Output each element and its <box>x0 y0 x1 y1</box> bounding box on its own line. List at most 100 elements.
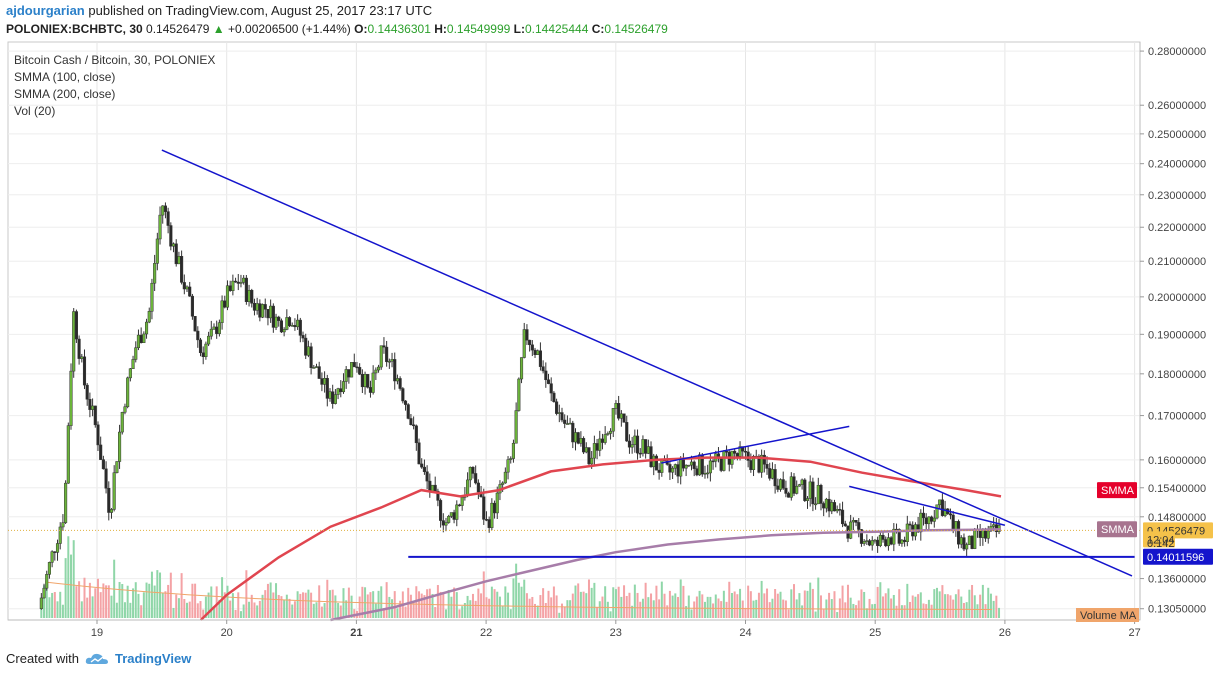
y-tick-label: 0.23000000 <box>1148 190 1206 202</box>
smma200-line <box>330 527 1002 622</box>
candle-up <box>171 243 176 247</box>
candle-down <box>644 439 648 454</box>
volume-bar <box>614 589 617 618</box>
candle-down <box>600 438 605 443</box>
volume-bar <box>258 600 261 618</box>
candle-up <box>220 300 224 323</box>
candle-up <box>371 372 375 393</box>
volume-bar <box>369 592 372 618</box>
candle-down <box>827 498 831 512</box>
candle-down <box>406 404 410 419</box>
y-tick-label: 0.18000000 <box>1148 369 1206 381</box>
volume-bar <box>245 570 248 618</box>
volume-bar <box>906 583 909 618</box>
volume-bar <box>938 591 941 618</box>
volume-bar <box>466 595 469 618</box>
candle-down <box>867 540 872 546</box>
volume-bar <box>80 601 83 618</box>
volume-bar <box>226 585 229 618</box>
candle-down <box>884 539 888 547</box>
volume-ma-label: Volume MA <box>1080 610 1137 622</box>
footer-brand-link[interactable]: TradingView <box>114 651 192 666</box>
volume-bar <box>331 589 334 618</box>
candle-down <box>266 309 270 319</box>
volume-bar <box>164 591 167 618</box>
volume-bar <box>790 589 793 618</box>
volume-ma-badge <box>1076 608 1139 622</box>
volume-bar <box>504 586 507 618</box>
volume-bar <box>617 586 620 618</box>
candle-up <box>158 214 162 240</box>
volume-bar <box>836 612 839 618</box>
candle-down <box>331 391 335 404</box>
candle-down <box>88 399 92 410</box>
volume-bar <box>107 585 110 618</box>
volume-bar <box>725 601 728 618</box>
volume-bar <box>644 582 647 618</box>
candle-down <box>617 403 621 419</box>
candle-down <box>571 422 575 443</box>
volume-bar <box>517 582 520 618</box>
volume-bar <box>809 582 812 618</box>
volume-bar <box>186 602 189 618</box>
volume-bar <box>604 586 607 618</box>
volume-bar <box>650 593 653 618</box>
candle-down <box>436 490 440 501</box>
candle-up <box>118 431 122 462</box>
volume-bar <box>118 581 121 618</box>
candle-down <box>317 366 321 379</box>
candle-up <box>795 485 799 494</box>
volume-bar <box>817 577 820 618</box>
candle-down <box>325 378 329 399</box>
candle-up <box>217 322 221 334</box>
candle-down <box>957 521 961 545</box>
volume-bar <box>126 585 129 618</box>
candle-up <box>390 359 394 362</box>
volume-bar <box>56 601 59 618</box>
volume-bar <box>210 586 213 618</box>
volume-bar <box>72 540 75 618</box>
candle-down <box>930 516 934 522</box>
candle-down <box>93 405 97 426</box>
candle-down <box>385 346 389 363</box>
volume-bar <box>312 603 315 618</box>
x-tick-label: 21 <box>350 627 362 639</box>
volume-bar <box>992 600 995 618</box>
candle-up <box>306 346 310 356</box>
candle-up <box>185 286 189 290</box>
candle-up <box>751 456 756 470</box>
candle-up <box>660 459 664 473</box>
candle-down <box>457 504 462 507</box>
y-tick-label: 0.22000000 <box>1148 222 1206 234</box>
candle-up <box>61 522 65 528</box>
volume-bar <box>849 597 852 618</box>
candle-up <box>204 343 208 357</box>
volume-bar <box>426 589 429 618</box>
y-tick-label: 0.19000000 <box>1148 329 1206 341</box>
candle-up <box>684 465 688 469</box>
volume-bar <box>461 606 464 618</box>
volume-bar <box>377 590 380 618</box>
price-change: +0.00206500 (+1.44%) <box>228 22 351 36</box>
y-tick-label: 0.28000000 <box>1148 46 1206 58</box>
volume-bar <box>51 592 54 618</box>
candle-down <box>293 325 297 328</box>
volume-bar <box>552 586 555 618</box>
candle-down <box>951 514 955 530</box>
volume-bar <box>744 607 747 618</box>
volume-bar <box>275 583 278 618</box>
candle-down <box>692 461 696 469</box>
volume-bar <box>339 605 342 618</box>
volume-bar <box>909 601 912 618</box>
volume-bar <box>855 605 858 618</box>
candle-down <box>403 400 408 405</box>
volume-bar <box>736 594 739 618</box>
author-link[interactable]: ajdourgarian <box>6 3 85 18</box>
candle-up <box>112 472 116 510</box>
candle-up <box>123 406 127 413</box>
candle-up <box>614 403 618 409</box>
volume-bar <box>221 577 224 618</box>
candle-up <box>468 466 472 481</box>
volume-bar <box>833 591 836 618</box>
